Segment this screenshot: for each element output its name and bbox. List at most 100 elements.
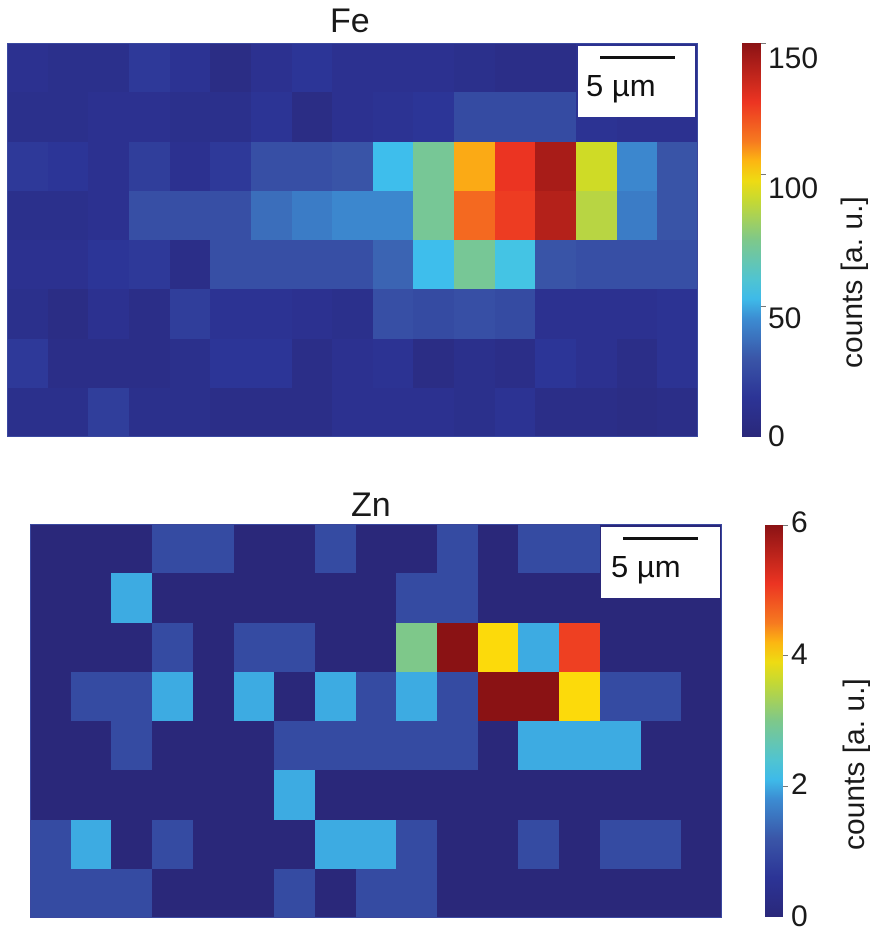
heatmap-cell <box>535 92 577 142</box>
heatmap-cell <box>47 338 89 388</box>
heatmap-cell <box>437 622 478 672</box>
heatmap-cell <box>169 92 211 142</box>
heatmap-cell <box>111 819 153 869</box>
heatmap-cell <box>477 770 519 820</box>
heatmap-cell <box>576 289 617 339</box>
heatmap-cell <box>437 721 478 771</box>
heatmap-cell <box>47 289 89 339</box>
heatmap-cell <box>7 387 48 437</box>
heatmap-cell <box>372 289 414 339</box>
heatmap-cell <box>372 141 414 191</box>
heatmap-cell <box>169 43 211 93</box>
heatmap-cell <box>616 387 658 437</box>
fe-colorbar-label: counts [a. u.] <box>836 196 869 368</box>
heatmap-cell <box>274 573 315 623</box>
heatmap-cell <box>477 524 519 574</box>
heatmap-cell <box>494 289 536 339</box>
zn-tick-mark <box>783 655 788 656</box>
heatmap-cell <box>599 622 641 672</box>
heatmap-cell <box>494 240 536 290</box>
heatmap-cell <box>47 43 89 93</box>
heatmap-cell <box>559 573 600 623</box>
heatmap-cell <box>396 721 438 771</box>
fe-scalebar-label: 5 µm <box>586 68 656 103</box>
heatmap-cell <box>332 190 373 240</box>
heatmap-cell <box>128 240 170 290</box>
heatmap-cell <box>210 289 251 339</box>
heatmap-cell <box>128 387 170 437</box>
heatmap-cell <box>396 770 438 820</box>
heatmap-cell <box>47 240 89 290</box>
heatmap-cell <box>681 671 722 721</box>
heatmap-cell <box>599 671 641 721</box>
heatmap-cell <box>70 868 112 918</box>
heatmap-cell <box>657 338 698 388</box>
heatmap-cell <box>291 387 333 437</box>
heatmap-cell <box>233 573 275 623</box>
heatmap-cell <box>535 43 577 93</box>
heatmap-cell <box>7 141 48 191</box>
heatmap-cell <box>192 622 234 672</box>
heatmap-cell <box>657 240 698 290</box>
heatmap-cell <box>413 141 455 191</box>
heatmap-cell <box>30 721 71 771</box>
heatmap-cell <box>169 289 211 339</box>
heatmap-cell <box>192 770 234 820</box>
heatmap-cell <box>111 573 153 623</box>
heatmap-cell <box>518 819 560 869</box>
heatmap-cell <box>47 190 89 240</box>
heatmap-cell <box>274 770 315 820</box>
heatmap-cell <box>30 770 71 820</box>
heatmap-cell <box>454 190 495 240</box>
heatmap-cell <box>477 721 519 771</box>
heatmap-cell <box>291 289 333 339</box>
heatmap-cell <box>30 671 71 721</box>
zn-scalebar-label: 5 µm <box>611 549 681 584</box>
heatmap-cell <box>616 240 658 290</box>
heatmap-cell <box>291 141 333 191</box>
heatmap-cell <box>640 868 682 918</box>
heatmap-cell <box>47 92 89 142</box>
heatmap-cell <box>576 240 617 290</box>
heatmap-cell <box>250 240 292 290</box>
heatmap-cell <box>559 770 600 820</box>
heatmap-cell <box>233 770 275 820</box>
heatmap-cell <box>494 92 536 142</box>
zn-tick-4: 4 <box>791 638 808 671</box>
heatmap-cell <box>332 141 373 191</box>
heatmap-cell <box>640 721 682 771</box>
zn-tick-0: 0 <box>791 900 808 933</box>
heatmap-cell <box>7 43 48 93</box>
heatmap-cell <box>599 721 641 771</box>
heatmap-cell <box>128 190 170 240</box>
heatmap-cell <box>88 338 129 388</box>
heatmap-cell <box>477 573 519 623</box>
fe-title: Fe <box>330 2 370 40</box>
heatmap-cell <box>535 190 577 240</box>
heatmap-cell <box>413 240 455 290</box>
heatmap-cell <box>599 819 641 869</box>
heatmap-cell <box>616 338 658 388</box>
heatmap-cell <box>314 770 356 820</box>
heatmap-cell <box>291 92 333 142</box>
heatmap-cell <box>233 721 275 771</box>
heatmap-cell <box>413 43 455 93</box>
heatmap-cell <box>210 43 251 93</box>
heatmap-cell <box>616 190 658 240</box>
heatmap-cell <box>559 524 600 574</box>
zn-tick-2: 2 <box>791 768 808 801</box>
fe-tick-mark <box>761 174 766 175</box>
heatmap-cell <box>111 721 153 771</box>
heatmap-cell <box>332 338 373 388</box>
heatmap-cell <box>518 622 560 672</box>
heatmap-cell <box>250 387 292 437</box>
heatmap-cell <box>30 868 71 918</box>
heatmap-cell <box>640 671 682 721</box>
heatmap-cell <box>437 671 478 721</box>
heatmap-cell <box>681 770 722 820</box>
heatmap-cell <box>657 141 698 191</box>
heatmap-cell <box>152 524 193 574</box>
heatmap-cell <box>657 289 698 339</box>
heatmap-cell <box>192 671 234 721</box>
heatmap-cell <box>111 524 153 574</box>
